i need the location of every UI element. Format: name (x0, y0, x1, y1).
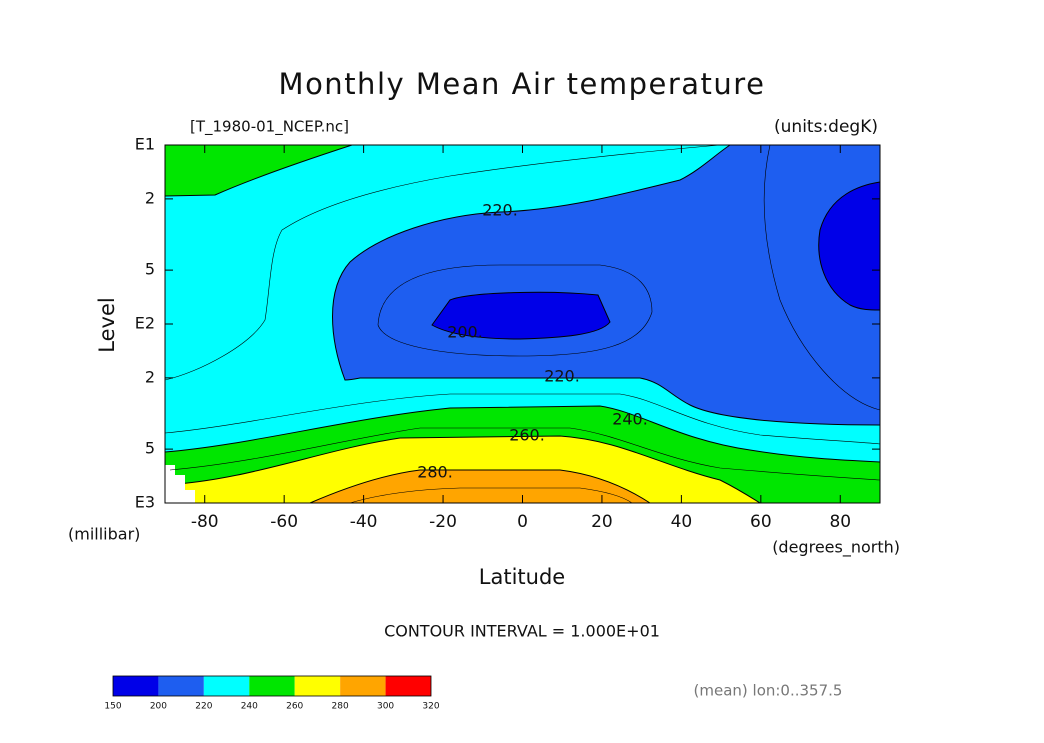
x-tick-label: 20 (591, 512, 613, 532)
subtitle: [T_1980-01_NCEP.nc] (190, 118, 349, 137)
contour-line (377, 264, 653, 357)
colorbar-swatch (340, 676, 386, 696)
contour-fill (431, 291, 611, 340)
y-axis-label: Level (95, 297, 119, 352)
x-tick-label: 0 (517, 512, 528, 532)
y-tick-label: E2 (135, 314, 155, 333)
contour-fills (164, 144, 881, 504)
contour-line (763, 144, 881, 411)
contour-line (164, 144, 721, 381)
chart-title: Monthly Mean Air temperature (279, 67, 766, 101)
x-tick-label: -20 (429, 512, 457, 532)
contour-label: 200. (447, 323, 483, 342)
contour-line (164, 393, 881, 445)
x-tick-label: 60 (750, 512, 772, 532)
colorbar-label: 240 (241, 702, 258, 712)
colorbar-swatch (385, 676, 431, 696)
colorbar-label: 200 (150, 702, 167, 712)
y-tick-label: E1 (135, 135, 155, 154)
footer: (mean) lon:0..357.5 (694, 682, 843, 700)
colorbar-label: 260 (286, 702, 303, 712)
colorbar-frame (112, 675, 432, 697)
x-tick-label: -60 (270, 512, 298, 532)
colorbar-swatch (294, 676, 341, 696)
missing-data (165, 465, 195, 503)
contour-fill (164, 144, 353, 197)
colorbar-swatch (249, 676, 295, 696)
y-tick-label: E3 (135, 493, 155, 512)
colorbar-label: 280 (332, 702, 349, 712)
contour-line (349, 487, 633, 504)
contour-interval: CONTOUR INTERVAL = 1.000E+01 (384, 622, 660, 641)
contour-label: 280. (417, 463, 453, 482)
contour-fill (818, 181, 881, 311)
y-axis-units: (millibar) (68, 525, 140, 544)
contour-label: 220. (544, 367, 580, 386)
colorbar-label: 320 (422, 702, 439, 712)
x-tick-label: -80 (191, 512, 219, 532)
x-tick-label: 80 (829, 512, 851, 532)
y-tick-label: 2 (145, 367, 155, 386)
x-axis-label: Latitude (479, 565, 565, 589)
colorbar-label: 150 (104, 702, 121, 712)
x-tick-label: -40 (350, 512, 378, 532)
colorbar-swatch (203, 676, 250, 696)
contour-label: 240. (612, 410, 648, 429)
y-tick-label: 5 (145, 439, 155, 458)
x-tick-label: 40 (671, 512, 693, 532)
contour-label: 260. (509, 426, 545, 445)
contour-label: 220. (482, 201, 518, 220)
y-tick-label: 5 (145, 260, 155, 279)
colorbar-label: 300 (377, 702, 394, 712)
contour-line (169, 427, 881, 481)
units: (units:degK) (774, 117, 878, 137)
contour-fill (332, 144, 881, 426)
colorbar-label: 220 (195, 702, 212, 712)
colorbar-swatch (113, 676, 159, 696)
x-axis-units: (degrees_north) (772, 538, 900, 558)
y-tick-label: 2 (145, 188, 155, 207)
colorbar-swatch (158, 676, 204, 696)
contour-fill (309, 469, 652, 504)
